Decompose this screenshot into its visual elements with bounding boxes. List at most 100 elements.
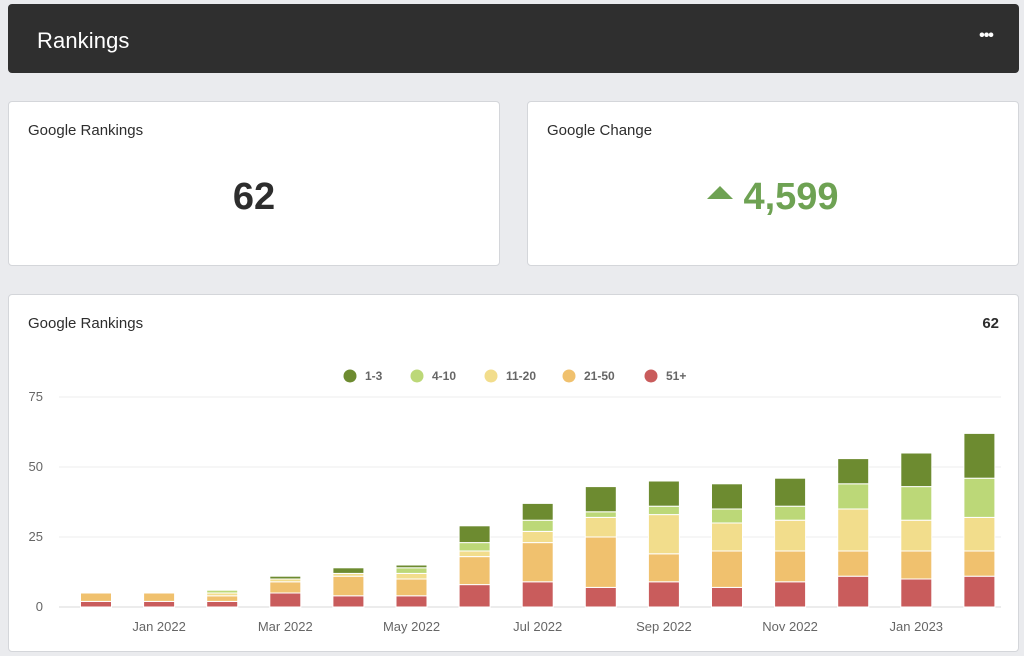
google-rankings-value: 62 <box>232 176 276 218</box>
y-tick-label: 0 <box>36 599 43 614</box>
bar-segment-4-10[interactable] <box>521 519 554 532</box>
google-change-card: Google Change 4,599 <box>527 101 1019 266</box>
bar-segment-51+[interactable] <box>269 592 302 608</box>
bar-segment-21-50[interactable] <box>395 578 428 597</box>
legend-swatch <box>644 369 658 383</box>
bar-segment-11-20[interactable] <box>584 516 617 538</box>
google-rankings-card: Google Rankings 62 <box>8 101 500 266</box>
rankings-chart: 0 25 50 75 Jan 2022 Mar 2022 May 2022 Jul 2022 S… <box>29 369 1001 634</box>
page-title: Rankings <box>37 28 130 53</box>
bar-segment-11-20[interactable] <box>647 514 680 555</box>
legend-item-4-10[interactable]: 4-10 <box>410 369 457 383</box>
bar-segment-1-3[interactable] <box>711 483 743 510</box>
x-tick-label: Nov 2022 <box>762 619 818 634</box>
bar-segment-21-50[interactable] <box>711 550 743 588</box>
google-change-display: 4,599 <box>528 176 1018 219</box>
bar-segment-4-10[interactable] <box>458 542 491 552</box>
bar-segment-1-3[interactable] <box>332 567 365 574</box>
bar-segment-21-50[interactable] <box>521 542 554 583</box>
y-tick-label: 25 <box>29 529 43 544</box>
bar-segment-21-50[interactable] <box>774 550 807 583</box>
bar-segment-21-50[interactable] <box>963 550 996 577</box>
legend-label: 4-10 <box>432 369 456 383</box>
legend-item-51+[interactable]: 51+ <box>644 369 687 383</box>
legend-swatch <box>343 369 357 383</box>
bar-segment-51+[interactable] <box>332 595 365 608</box>
bar-segment-21-50[interactable] <box>584 536 617 588</box>
arrow-up-icon <box>707 186 734 199</box>
bar-segment-51+[interactable] <box>837 575 870 608</box>
bar-segment-11-20[interactable] <box>963 516 996 552</box>
bar-segment-11-20[interactable] <box>521 530 554 544</box>
x-tick-label: Sep 2022 <box>636 619 692 634</box>
bar-segment-21-50[interactable] <box>837 550 870 577</box>
bar-segment-11-20[interactable] <box>900 519 933 552</box>
legend-swatch <box>410 369 424 383</box>
bar-segment-21-50[interactable] <box>332 575 365 597</box>
bar-segment-4-10[interactable] <box>774 505 807 521</box>
bar-segment-1-3[interactable] <box>774 477 807 507</box>
bar-segment-11-20[interactable] <box>395 572 428 580</box>
bar-segment-1-3[interactable] <box>647 480 680 507</box>
x-tick-label: May 2022 <box>383 619 440 634</box>
more-options-icon[interactable]: ••• <box>979 27 994 44</box>
legend-label: 1-3 <box>365 369 383 383</box>
chart-total: 62 <box>982 315 999 332</box>
bar-segment-51+[interactable] <box>900 578 933 608</box>
bar-segment-1-3[interactable] <box>963 432 996 479</box>
bar-segment-1-3[interactable] <box>584 486 617 513</box>
bar-segment-11-20[interactable] <box>774 519 807 552</box>
bar-segment-1-3[interactable] <box>837 458 870 485</box>
bar-segment-21-50[interactable] <box>143 592 176 602</box>
legend-item-1-3[interactable]: 1-3 <box>343 369 383 383</box>
bar-segment-11-20[interactable] <box>458 550 491 558</box>
bar-segment-1-3[interactable] <box>521 502 554 521</box>
legend-item-21-50[interactable]: 21-50 <box>562 369 616 383</box>
bar-segment-4-10[interactable] <box>837 483 870 510</box>
bar-segment-51+[interactable] <box>521 581 554 608</box>
bar-segment-51+[interactable] <box>584 586 617 608</box>
bar-segment-51+[interactable] <box>963 575 996 608</box>
bar-segment-4-10[interactable] <box>206 589 239 594</box>
legend-label: 21-50 <box>584 369 615 383</box>
bar-segment-51+[interactable] <box>395 595 428 608</box>
bar-segment-51+[interactable] <box>206 600 239 608</box>
bar-segment-21-50[interactable] <box>269 581 302 594</box>
bar-segment-21-50[interactable] <box>458 556 491 586</box>
bar-segment-11-20[interactable] <box>711 522 743 552</box>
bar-segment-4-10[interactable] <box>395 567 428 574</box>
google-change-label: Google Change <box>547 122 653 139</box>
bar-segment-51+[interactable] <box>80 600 112 608</box>
legend-label: 11-20 <box>506 369 536 383</box>
y-tick-label: 75 <box>29 389 43 404</box>
page-header: Rankings ••• <box>8 4 1019 73</box>
bar-segment-4-10[interactable] <box>963 477 996 518</box>
bar-segment-21-50[interactable] <box>647 553 680 583</box>
bar-segment-1-3[interactable] <box>900 452 933 488</box>
bar-segment-4-10[interactable] <box>900 486 933 521</box>
bar-segment-1-3[interactable] <box>458 525 491 544</box>
bar-segment-21-50[interactable] <box>80 592 112 602</box>
bar-segment-51+[interactable] <box>458 584 491 608</box>
x-tick-label: Jan 2023 <box>890 619 944 634</box>
bar-segment-4-10[interactable] <box>711 508 743 524</box>
bar-segment-51+[interactable] <box>774 581 807 608</box>
legend-item-11-20[interactable]: 11-20 <box>484 369 537 383</box>
bar-segment-51+[interactable] <box>143 600 176 608</box>
y-tick-label: 50 <box>29 459 43 474</box>
bar-segment-11-20[interactable] <box>837 508 870 552</box>
bar-segment-4-10[interactable] <box>647 505 680 516</box>
x-tick-label: Mar 2022 <box>258 619 313 634</box>
bar-segment-4-10[interactable] <box>584 511 617 518</box>
bar-segment-1-3[interactable] <box>395 564 428 569</box>
x-tick-label: Jan 2022 <box>132 619 186 634</box>
rankings-chart-card: Google Rankings 62 0 25 50 75 Jan 2022 Mar 20… <box>8 294 1019 652</box>
legend-label: 51+ <box>666 369 686 383</box>
legend-swatch <box>562 369 576 383</box>
bar-segment-51+[interactable] <box>647 581 680 608</box>
x-tick-label: Jul 2022 <box>513 619 562 634</box>
bar-segment-51+[interactable] <box>711 586 743 608</box>
bar-segment-1-3[interactable] <box>269 575 302 580</box>
bar-segment-21-50[interactable] <box>900 550 933 580</box>
bar-segment-21-50[interactable] <box>206 595 239 602</box>
